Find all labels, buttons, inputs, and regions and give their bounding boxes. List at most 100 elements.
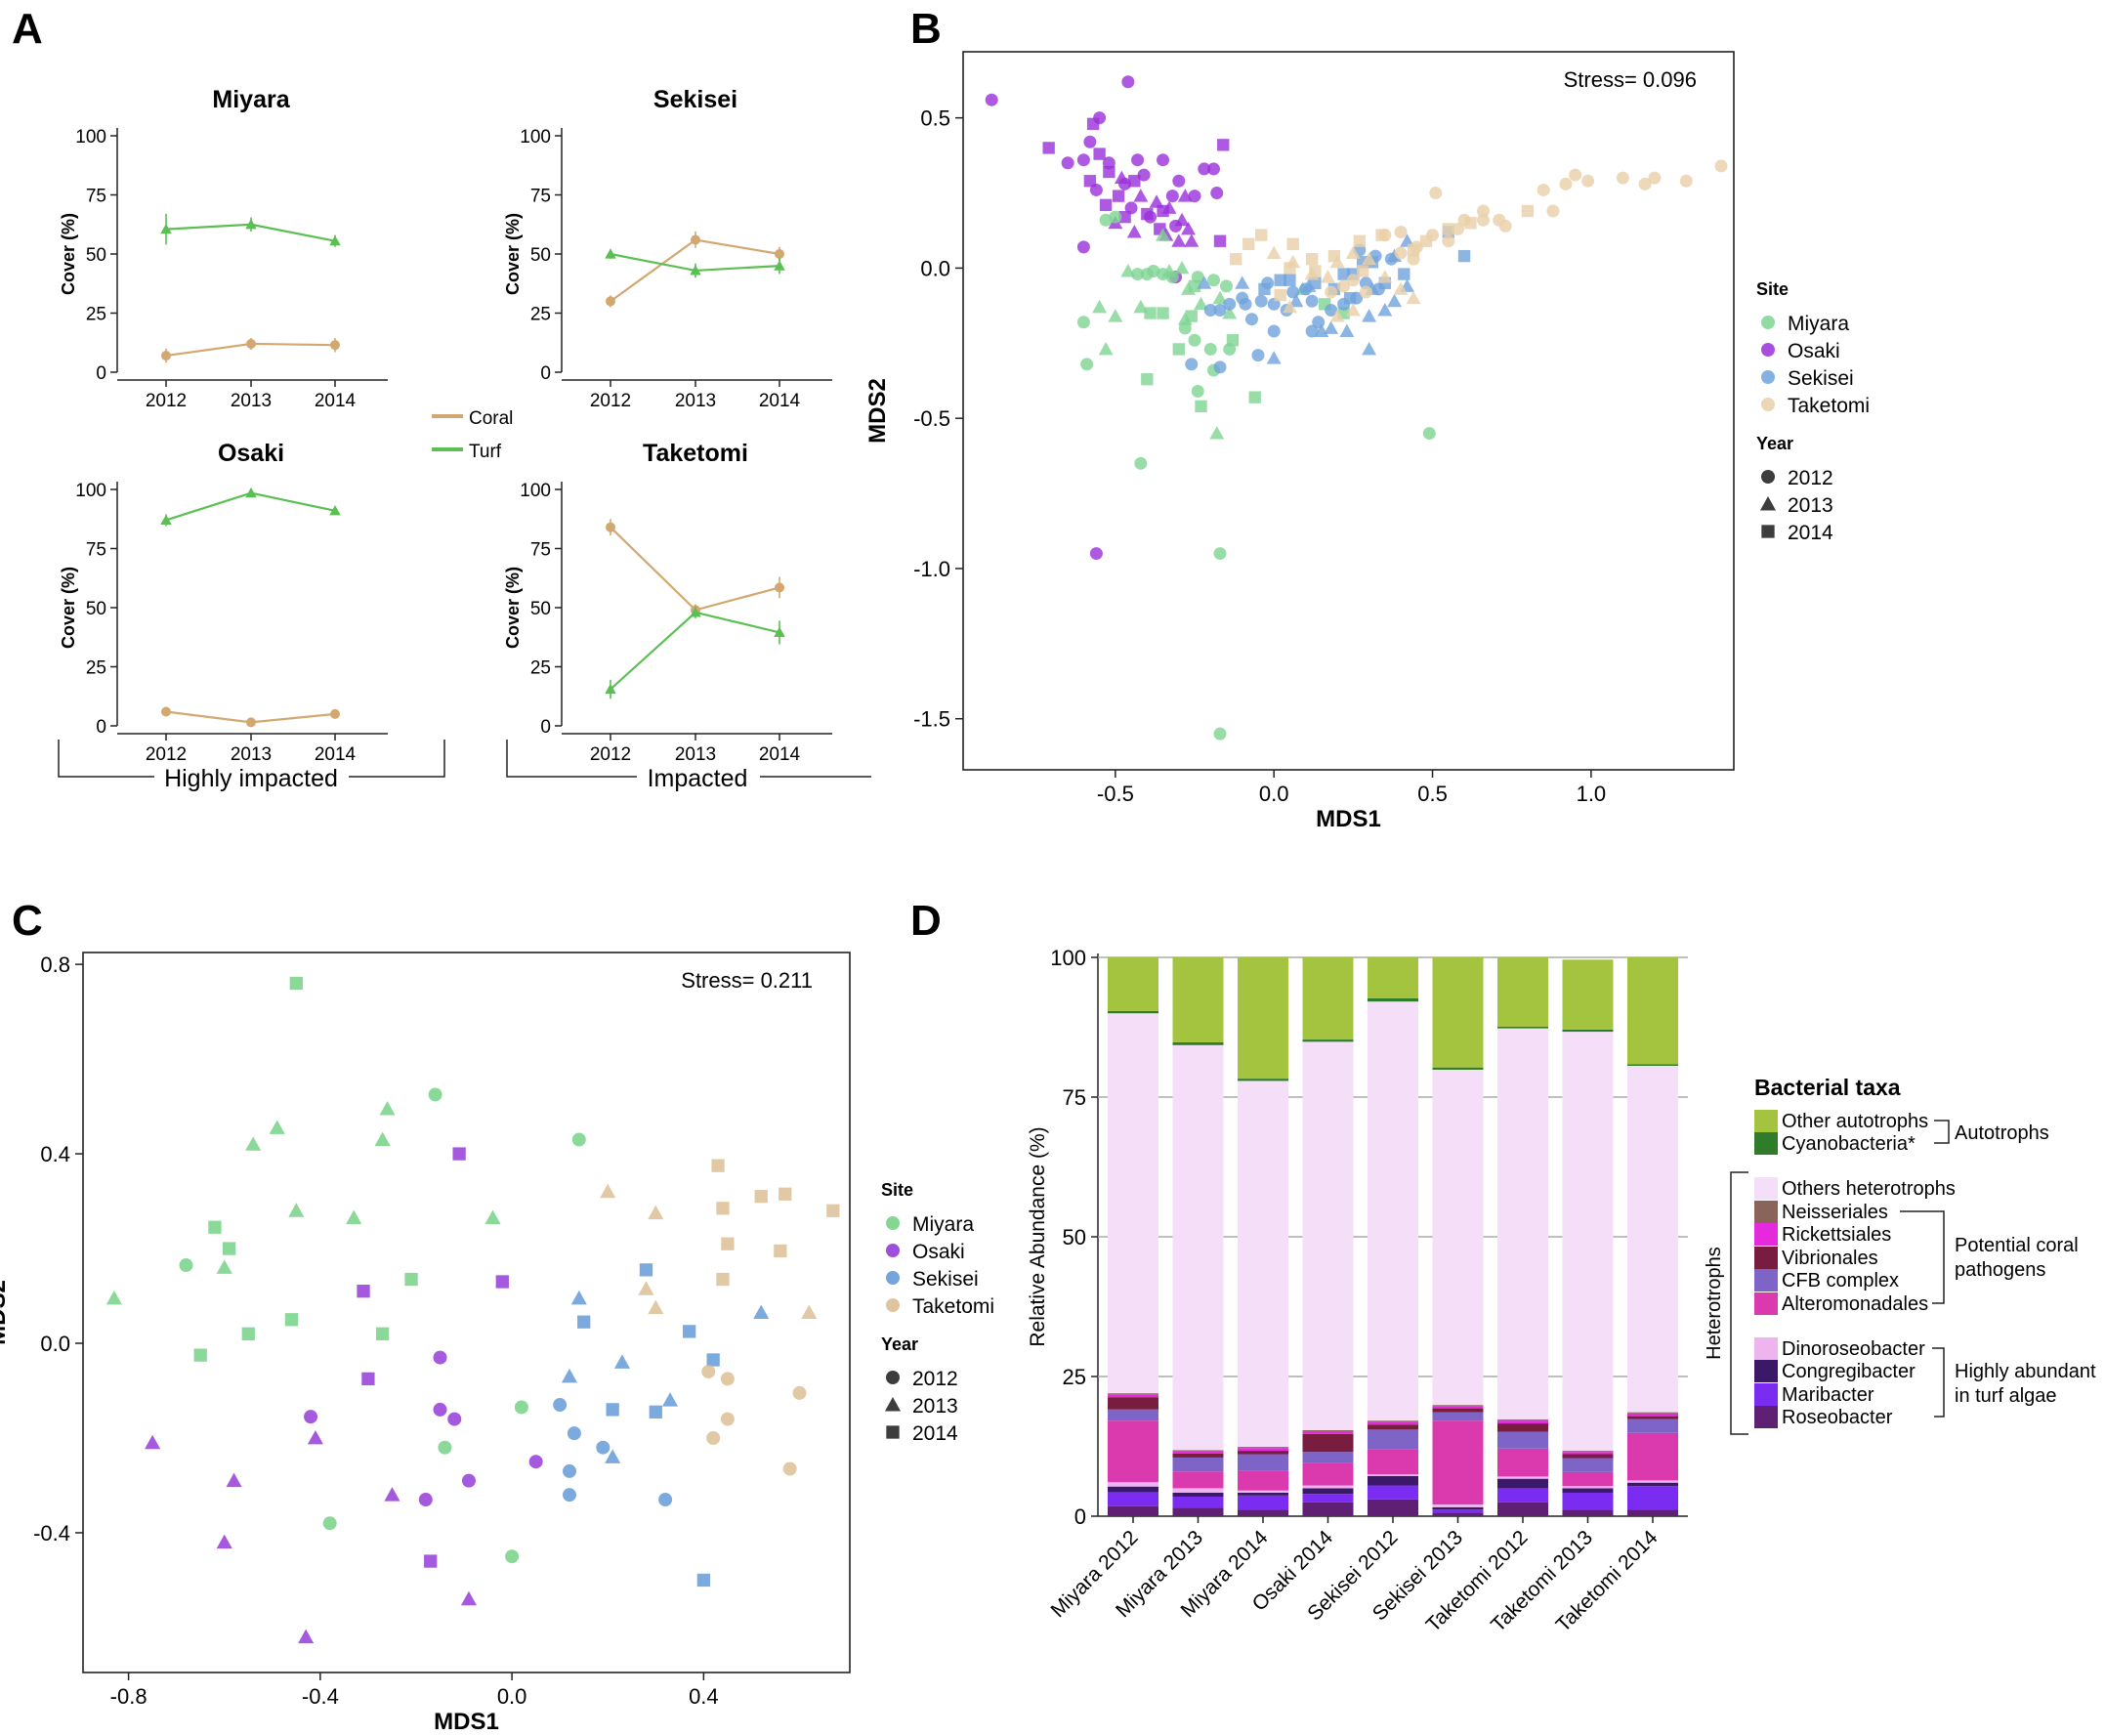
bar-roseobacter [1432, 1512, 1484, 1516]
point-miyara-2014 [1248, 391, 1261, 403]
bar-stack [1432, 957, 1484, 1516]
point-miyara-2012 [1076, 316, 1090, 329]
bar-maribacter [1627, 1486, 1678, 1510]
bracket-autotrophs [1934, 1120, 1950, 1144]
point-miyara-2013 [1092, 299, 1108, 314]
legend-key [1754, 1177, 1778, 1200]
y-axis-label: MDS2 [0, 1280, 11, 1345]
point-miyara-2013 [1108, 309, 1123, 322]
site-legend-key-miyara [886, 1216, 900, 1230]
year-legend-title: Year [881, 1334, 918, 1354]
point-miyara-2012 [1191, 385, 1204, 399]
x-tick-label: -0.5 [1097, 782, 1134, 806]
site-legend-label: Sekisei [912, 1268, 979, 1291]
bar-neisseriales [1238, 1447, 1288, 1449]
bar-dinoroseobacter [1432, 1503, 1484, 1507]
bar-maribacter [1432, 1509, 1484, 1513]
point-sekisei-2013 [1377, 303, 1393, 317]
point-miyara-2013 [1209, 426, 1225, 440]
y-tick-label: 25 [530, 658, 551, 679]
point-sekisei-2013 [1324, 320, 1339, 334]
point-miyara-2014 [208, 1220, 222, 1234]
x-tick-label: 2013 [675, 391, 716, 411]
bar-alteromonadales [1497, 1448, 1548, 1477]
point-sekisei-2014 [1337, 268, 1350, 280]
turf-label-line2: in turf algae [1955, 1385, 2057, 1407]
autotrophs-label: Autotrophs [1955, 1122, 2049, 1144]
point-sekisei-2013 [753, 1304, 770, 1319]
panel-a-legend: Coral Turf [432, 408, 513, 462]
bar-maribacter [1302, 1494, 1354, 1503]
bar-cyanobacteria- [1627, 1064, 1678, 1066]
bar-stack [1562, 959, 1614, 1516]
point-osaki-2012 [1061, 156, 1074, 170]
bar-congregibacter [1562, 1488, 1614, 1493]
point-taketomi-2014 [774, 1244, 787, 1258]
bar-congregibacter [1432, 1506, 1484, 1510]
legend-label: Other autotrophs [1782, 1111, 1928, 1132]
bar-neisseriales [1368, 1420, 1418, 1422]
point-osaki-2012 [304, 1410, 318, 1424]
bar-vibrionales [1497, 1423, 1548, 1432]
point-sekisei-2013 [1387, 293, 1403, 308]
bar-rickettsiales [1432, 1406, 1484, 1409]
bar-congregibacter [1497, 1478, 1548, 1489]
point-sekisei-2013 [1362, 309, 1377, 322]
point-miyara-2013 [379, 1100, 396, 1116]
y-tick-label: -1.5 [913, 707, 950, 732]
coral-point [775, 249, 784, 259]
point-osaki-2014 [357, 1285, 370, 1298]
bar-vibrionales [1302, 1433, 1354, 1453]
point-miyara-2012 [179, 1258, 193, 1273]
point-osaki-2014 [361, 1372, 375, 1386]
bar-roseobacter [1368, 1499, 1418, 1516]
turf-point [605, 248, 616, 259]
point-osaki-2012 [1137, 168, 1151, 182]
point-taketomi-2014 [1356, 265, 1369, 277]
point-miyara-2013 [269, 1120, 285, 1134]
y-tick-label: 25 [86, 658, 106, 679]
subplot-miyara: Miyara 0 25 50 75 100 2012 2013 2014 Cover (%) [59, 86, 388, 411]
bar-dinoroseobacter [1108, 1482, 1158, 1487]
point-sekisei-2013 [613, 1354, 631, 1369]
point-osaki-2013 [1181, 221, 1197, 235]
legend-key [1754, 1201, 1778, 1223]
scatter-points [985, 75, 1728, 741]
point-taketomi-2013 [1377, 270, 1393, 283]
point-sekisei-2013 [1197, 275, 1212, 289]
y-tick-label: 75 [86, 187, 106, 207]
point-taketomi-2012 [1337, 279, 1351, 293]
point-osaki-2013 [1177, 189, 1193, 202]
point-miyara-2014 [1188, 279, 1201, 293]
bar-roseobacter [1238, 1509, 1288, 1516]
point-sekisei-2012 [562, 1463, 576, 1478]
point-osaki-2012 [1076, 153, 1090, 167]
legend-key [1754, 1223, 1778, 1246]
x-tick-label: 0.4 [689, 1684, 719, 1709]
point-miyara-2012 [1134, 456, 1148, 470]
bar-vibrionales [1108, 1397, 1158, 1410]
point-miyara-2012 [322, 1516, 337, 1531]
year-legend-label: 2012 [912, 1368, 958, 1390]
bar-congregibacter [1302, 1488, 1354, 1495]
bar-other-autotrophs [1238, 956, 1288, 1080]
point-taketomi-2012 [1476, 213, 1490, 227]
point-sekisei-2013 [1288, 293, 1304, 308]
bar-cyanobacteria- [1108, 1010, 1158, 1014]
bar-vibrionales [1172, 1453, 1224, 1458]
point-taketomi-2012 [720, 1412, 735, 1426]
bar-cfb-complex [1497, 1431, 1548, 1449]
point-osaki-2012 [1165, 190, 1179, 203]
point-taketomi-2012 [1638, 177, 1652, 191]
bar-maribacter [1562, 1492, 1614, 1510]
point-sekisei-2012 [553, 1398, 568, 1413]
x-axis-label: MDS1 [434, 1709, 499, 1735]
point-taketomi-2013 [600, 1183, 616, 1199]
site-legend-label: Taketomi [912, 1295, 994, 1318]
legend-label: Maribacter [1782, 1384, 1874, 1406]
point-osaki-2013 [307, 1429, 324, 1445]
y-tick-label: 100 [520, 127, 551, 148]
bracket-pathogens [1900, 1210, 1945, 1304]
bar-congregibacter [1627, 1482, 1678, 1487]
bar-roseobacter [1627, 1509, 1678, 1516]
